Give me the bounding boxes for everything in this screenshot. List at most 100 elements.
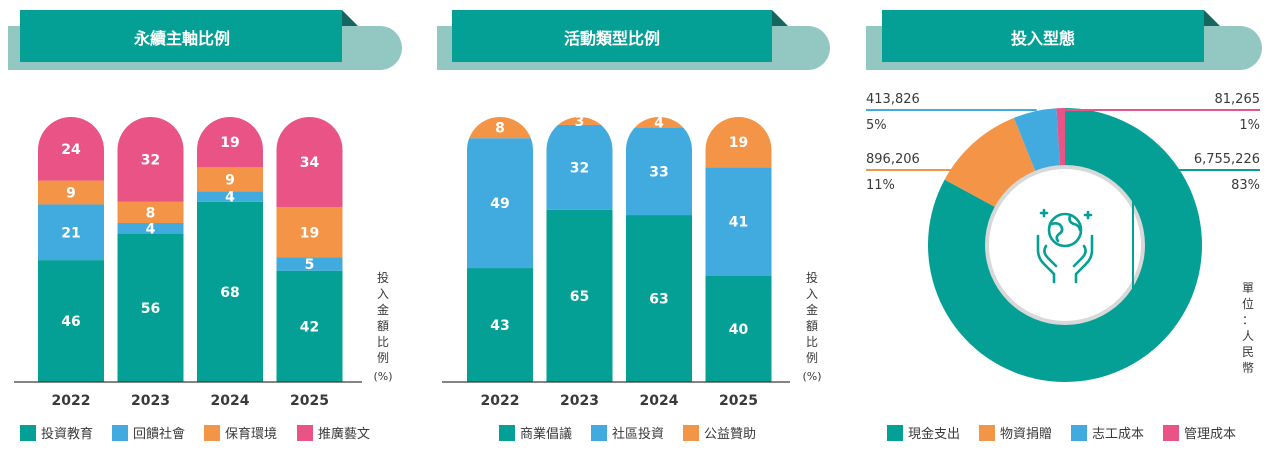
axis-note-unit: (%) <box>802 370 821 383</box>
x-tick-2025: 2025 <box>719 393 758 409</box>
callout-line-2 <box>866 109 1037 116</box>
data-label-2025-1: 41 <box>729 215 748 231</box>
data-label-2022-1: 21 <box>61 225 80 241</box>
axis-note-char: 比 <box>377 335 389 349</box>
legend-label-1: 回饋社會 <box>133 426 185 442</box>
legend-label-3: 管理成本 <box>1184 427 1236 442</box>
bar-segment-2023-0 <box>546 209 613 382</box>
panel-3-title: 投入型態 <box>1011 29 1075 48</box>
banner-2-face <box>452 10 772 62</box>
legend-swatch-2 <box>1071 425 1087 441</box>
bar-segment-2022-3 <box>38 117 104 181</box>
bar-segment-2025-1 <box>705 167 772 276</box>
data-label-2025-3: 34 <box>300 155 320 171</box>
bar-segment-2025-2 <box>276 207 343 258</box>
axis-note-char: 比 <box>806 335 818 349</box>
bar-segment-2024-0 <box>197 201 263 382</box>
x-tick-2022: 2022 <box>52 393 91 409</box>
bar-segment-2023-1 <box>546 124 613 210</box>
x-tick-2023: 2023 <box>560 393 599 409</box>
callout-line-0 <box>1131 169 1260 360</box>
callout-line-3 <box>1059 109 1260 113</box>
axis-note-unit: (%) <box>373 370 392 383</box>
data-label-2022-2: 9 <box>66 186 76 202</box>
bar-segment-2022-0 <box>467 268 533 382</box>
callout-pct-1: 11% <box>866 178 895 193</box>
data-label-2023-1: 4 <box>146 221 156 237</box>
legend-swatch-2 <box>683 425 699 441</box>
legend-chart-1: 投資教育 回饋社會 保育環境 推廣藝文 <box>20 425 370 442</box>
legend-label-0: 投資教育 <box>41 426 93 442</box>
bar-segment-2024-2 <box>197 167 263 192</box>
bar-segment-2022-1 <box>38 204 104 261</box>
callout-value-2: 413,826 <box>866 92 920 107</box>
legend-label-0: 商業倡議 <box>520 426 572 442</box>
chart-sustainability-axis: 4621924202256483220236849192024425193420… <box>14 117 362 409</box>
data-label-2024-1: 33 <box>649 164 668 180</box>
legend-swatch-0 <box>887 425 903 441</box>
chart-input-type: 6,755,226 83% 896,206 11% 413,826 5% 81,265 1% <box>866 92 1260 382</box>
bar-segment-2022-0 <box>38 260 104 382</box>
bar-segment-2025-1 <box>276 257 343 271</box>
banner-panel-2: 活動類型比例 <box>437 10 830 70</box>
bar-segment-2022-2 <box>38 180 104 205</box>
axis-note-char: 金 <box>806 302 818 317</box>
axis-note-char: ： <box>1242 313 1254 327</box>
legend-label-2: 保育環境 <box>225 426 277 442</box>
bar-segment-2024-1 <box>626 127 692 216</box>
axis-note-char: 投 <box>377 270 389 285</box>
banner-3-face <box>882 10 1204 62</box>
axis-note-char: 單 <box>1242 281 1254 295</box>
banner-1-face <box>20 10 342 62</box>
data-label-2024-2: 9 <box>225 172 235 188</box>
bar-segment-2022-1 <box>467 138 533 269</box>
legend-label-0: 現金支出 <box>908 426 960 442</box>
bar-segment-2023-1 <box>117 223 184 234</box>
bar-segment-2023-0 <box>117 233 184 382</box>
bar-segment-2023-2 <box>546 117 613 125</box>
bar-segment-2022-2 <box>467 117 533 139</box>
axis-note-char: 額 <box>377 319 389 333</box>
legend-swatch-1 <box>591 425 607 441</box>
axis-note-char: 入 <box>377 287 389 301</box>
callout-pct-0: 83% <box>1231 178 1260 193</box>
axis-note-char: 人 <box>1242 329 1254 343</box>
legend-swatch-3 <box>1163 425 1179 441</box>
axis-note-char: 幣 <box>1242 361 1254 375</box>
data-label-2024-0: 68 <box>220 285 239 301</box>
legend-label-1: 社區投資 <box>612 426 664 442</box>
bar-segment-2025-3 <box>276 117 343 208</box>
data-label-2023-1: 32 <box>570 160 589 176</box>
data-label-2024-3: 19 <box>220 135 239 151</box>
banner-2-fold <box>772 10 788 26</box>
callout-pct-2: 5% <box>866 118 887 133</box>
data-label-2024-0: 63 <box>649 292 668 308</box>
callout-line-1 <box>866 145 978 171</box>
data-label-2025-2: 19 <box>729 135 748 151</box>
axis-note-char: 投 <box>806 270 818 285</box>
donut-slice-3 <box>1056 108 1065 168</box>
donut-slice-2 <box>1013 108 1061 173</box>
bar-segment-2025-0 <box>705 276 772 382</box>
callout-value-1: 896,206 <box>866 152 920 167</box>
data-label-2023-0: 65 <box>570 289 589 305</box>
axis-note-char: 金 <box>377 302 389 317</box>
x-tick-2023: 2023 <box>131 393 170 409</box>
data-label-2022-0: 46 <box>61 314 80 330</box>
data-label-2023-2: 8 <box>146 205 156 221</box>
legend-label-3: 推廣藝文 <box>318 427 370 442</box>
axis-note-char: 入 <box>806 287 818 301</box>
data-label-2023-3: 32 <box>141 152 160 168</box>
legend-label-2: 志工成本 <box>1092 427 1144 442</box>
bar-segment-2024-1 <box>197 191 263 202</box>
bar-segment-2024-0 <box>626 215 692 382</box>
data-label-2025-0: 40 <box>729 322 749 338</box>
callout-value-0: 6,755,226 <box>1194 152 1260 167</box>
data-label-2023-0: 56 <box>141 301 160 317</box>
data-label-2022-1: 49 <box>490 196 509 212</box>
x-tick-2024: 2024 <box>640 393 679 409</box>
x-tick-2025: 2025 <box>290 393 329 409</box>
